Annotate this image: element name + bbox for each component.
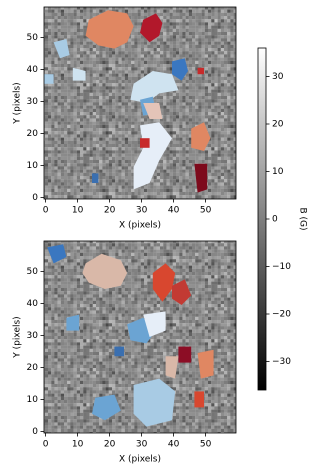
y-tick-label: 0 [32, 427, 38, 437]
y-tick-label: 20 [27, 363, 39, 373]
region [66, 314, 80, 331]
region [130, 71, 179, 103]
axes-frame [43, 240, 237, 434]
y-tick-label: 40 [27, 65, 39, 75]
x-tick-label: 0 [43, 440, 49, 450]
y-tick-label: 50 [27, 33, 39, 43]
y-tick-label: 30 [27, 97, 39, 107]
region [194, 163, 208, 193]
y-tick-label: 10 [27, 395, 39, 405]
x-tick-label: 40 [168, 206, 180, 216]
region [72, 67, 86, 81]
region [92, 173, 99, 183]
colorbar-tick-label: 10 [272, 167, 284, 177]
colorbar-tick-label: 20 [272, 120, 284, 130]
x-tick-label: 10 [72, 206, 84, 216]
region [172, 279, 192, 305]
x-tick-label: 40 [168, 440, 180, 450]
region [44, 74, 54, 84]
colorbar-tick-label: 0 [272, 215, 278, 225]
region [133, 378, 176, 427]
x-tick-label: 30 [136, 206, 148, 216]
x-tick-label: 10 [72, 440, 84, 450]
region [92, 394, 121, 421]
colorbar-tick-label: −30 [272, 357, 291, 367]
x-tick-label: 30 [136, 440, 148, 450]
colorbar [257, 47, 267, 391]
region [53, 39, 70, 59]
region [178, 346, 192, 363]
region [140, 138, 150, 148]
region [82, 253, 128, 289]
region [140, 13, 163, 43]
region [165, 356, 179, 379]
region [197, 67, 204, 75]
x-tick-label: 20 [104, 440, 116, 450]
regions [44, 10, 211, 193]
axes-frame [43, 6, 237, 200]
colorbar-tick-label: −20 [272, 310, 291, 320]
x-tick-label: 0 [43, 206, 49, 216]
y-tick-label: 20 [27, 129, 39, 139]
region [191, 122, 211, 151]
x-tick-label: 50 [200, 440, 212, 450]
region [85, 10, 134, 49]
region [194, 391, 204, 408]
region [114, 346, 124, 357]
region [143, 311, 166, 337]
x-axis-label: X (pixels) [119, 455, 161, 465]
y-tick-label: 30 [27, 331, 39, 341]
region [172, 58, 188, 81]
regions [47, 244, 214, 427]
colorbar-label: B (G) [298, 207, 308, 230]
y-tick-label: 40 [27, 299, 39, 309]
x-tick-label: 20 [104, 206, 116, 216]
y-axis-label: Y (pixels) [13, 82, 23, 124]
region [47, 244, 67, 264]
x-tick-label: 50 [200, 206, 212, 216]
y-tick-label: 0 [32, 193, 38, 203]
x-axis-label: X (pixels) [119, 221, 161, 231]
region [152, 263, 176, 302]
y-tick-label: 50 [27, 267, 39, 277]
region [197, 349, 214, 379]
y-axis-label: Y (pixels) [13, 316, 23, 358]
colorbar-tick-label: 30 [272, 72, 284, 82]
y-tick-label: 10 [27, 161, 39, 171]
colorbar-tick-label: −10 [272, 262, 291, 272]
region [143, 103, 163, 119]
